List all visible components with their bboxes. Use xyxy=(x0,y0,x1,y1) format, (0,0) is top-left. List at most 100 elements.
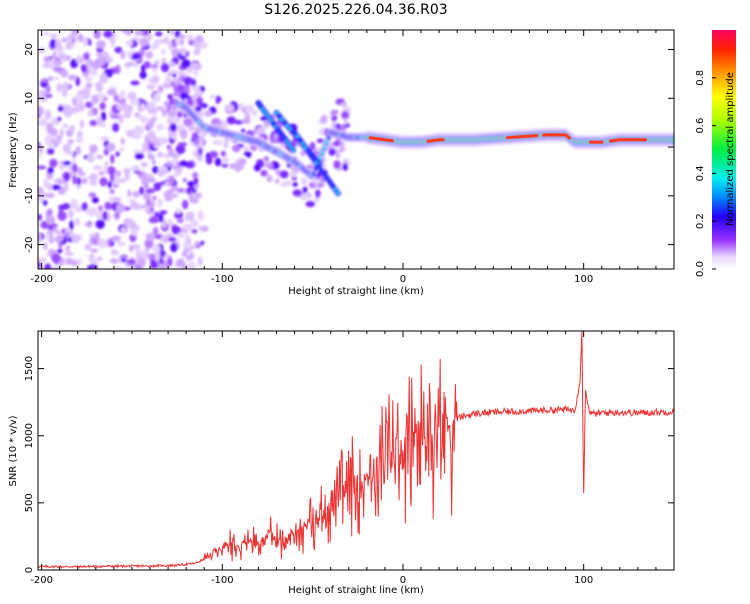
heatmap-cell xyxy=(55,45,62,51)
heatmap-cell xyxy=(166,103,172,112)
heatmap-cell xyxy=(94,231,100,240)
heatmap-cell xyxy=(86,38,92,46)
heatmap-cell xyxy=(70,198,78,209)
heatmap-cell xyxy=(283,121,287,125)
heatmap-cell xyxy=(38,232,43,242)
heatmap-cell xyxy=(75,136,83,144)
heatmap-cell xyxy=(194,89,202,95)
heatmap-cell xyxy=(154,39,160,45)
heatmap-cell xyxy=(158,213,164,223)
heatmap-cell xyxy=(52,60,63,66)
heatmap-cell xyxy=(115,151,120,157)
heatmap-cell xyxy=(156,264,164,269)
heatmap-cell xyxy=(69,124,75,133)
heatmap-cell xyxy=(330,109,339,115)
heatmap-cell xyxy=(150,77,158,83)
heatmap-cell xyxy=(183,241,191,249)
heatmap-cell xyxy=(125,129,135,138)
heatmap-cell xyxy=(234,119,244,125)
heatmap-cell xyxy=(99,177,108,187)
heatmap-cell xyxy=(162,261,169,269)
heatmap-cell xyxy=(309,153,313,157)
figure-title: S126.2025.226.04.36.R03 xyxy=(264,2,447,18)
heatmap-cell xyxy=(175,258,185,268)
heatmap-cell xyxy=(139,37,150,47)
heatmap-cell xyxy=(73,219,81,225)
heatmap-cell xyxy=(147,177,156,183)
heatmap-cell xyxy=(273,133,279,139)
heatmap-cell xyxy=(75,258,83,264)
heatmap-cell xyxy=(51,266,60,269)
heatmap-cell xyxy=(160,63,170,73)
heatmap-cell xyxy=(71,233,80,244)
colorbar-tick-label: 0.2 xyxy=(695,213,706,229)
heatmap-cell xyxy=(64,182,69,192)
heatmap-cell xyxy=(95,154,104,159)
heatmap-cell xyxy=(181,251,188,258)
heatmap-cell xyxy=(56,248,63,254)
heatmap-cell xyxy=(149,216,158,223)
heatmap-cell xyxy=(113,211,121,220)
heatmap-cell xyxy=(270,132,276,140)
heatmap-cell xyxy=(110,249,119,256)
heatmap-cell xyxy=(67,139,74,145)
heatmap-cell xyxy=(171,225,182,235)
heatmap-cell xyxy=(185,211,195,220)
heatmap-cell xyxy=(293,130,297,134)
heatmap-cell xyxy=(181,59,191,69)
heatmap-cell xyxy=(176,84,186,93)
heatmap-cell xyxy=(224,103,235,113)
heatmap-cell xyxy=(120,49,126,60)
heatmap-cell xyxy=(44,263,52,269)
heatmap-cell xyxy=(139,71,147,79)
heatmap-cell xyxy=(291,148,295,152)
heatmap-cell xyxy=(157,84,164,93)
heatmap-cell xyxy=(65,143,71,153)
heatmap-cell xyxy=(54,76,59,81)
x-tick-label: -100 xyxy=(211,274,234,285)
heatmap-cell xyxy=(67,34,74,43)
heatmap-cell xyxy=(193,48,201,56)
heatmap-cell xyxy=(48,225,54,231)
heatmap-cell xyxy=(79,119,85,129)
heatmap-cell xyxy=(340,102,348,108)
heatmap-cell xyxy=(174,172,179,177)
heatmap-cell xyxy=(171,48,180,57)
heatmap-cell xyxy=(158,39,165,44)
heatmap-cell xyxy=(174,167,183,173)
heatmap-cell xyxy=(39,117,48,127)
heatmap-cell xyxy=(149,101,156,109)
heatmap-cell xyxy=(130,202,140,210)
heatmap-cell xyxy=(76,177,82,186)
heatmap-cell xyxy=(133,125,144,135)
heatmap-cell xyxy=(75,146,81,156)
heatmap-cell xyxy=(172,92,181,97)
heatmap-cell xyxy=(198,147,203,156)
heatmap-cell xyxy=(110,240,115,247)
heatmap-cell xyxy=(328,180,332,184)
y-tick-label: 1500 xyxy=(24,356,35,381)
heatmap-cell xyxy=(185,160,195,169)
heatmap-cell xyxy=(152,67,159,74)
y-tick-label: -10 xyxy=(24,188,35,204)
heatmap-cell xyxy=(38,191,46,198)
heatmap-cell xyxy=(43,57,52,63)
heatmap-cell xyxy=(332,140,341,147)
heatmap-cell xyxy=(336,191,340,195)
heatmap-cell xyxy=(156,169,166,177)
heatmap-cell xyxy=(150,64,159,69)
heatmap-cell xyxy=(166,110,177,117)
heatmap-cell xyxy=(263,118,270,128)
heatmap-cell xyxy=(145,188,156,194)
heatmap-cell xyxy=(140,102,146,112)
heatmap-cell xyxy=(182,223,193,232)
heatmap-cell xyxy=(144,207,151,213)
heatmap-cell xyxy=(85,101,93,109)
heatmap-cell xyxy=(147,118,154,129)
heatmap-cell xyxy=(45,84,51,94)
heatmap-cell xyxy=(61,88,68,98)
snr-series-line xyxy=(38,331,674,569)
heatmap-cell xyxy=(208,150,219,159)
heatmap-cell xyxy=(120,137,125,145)
